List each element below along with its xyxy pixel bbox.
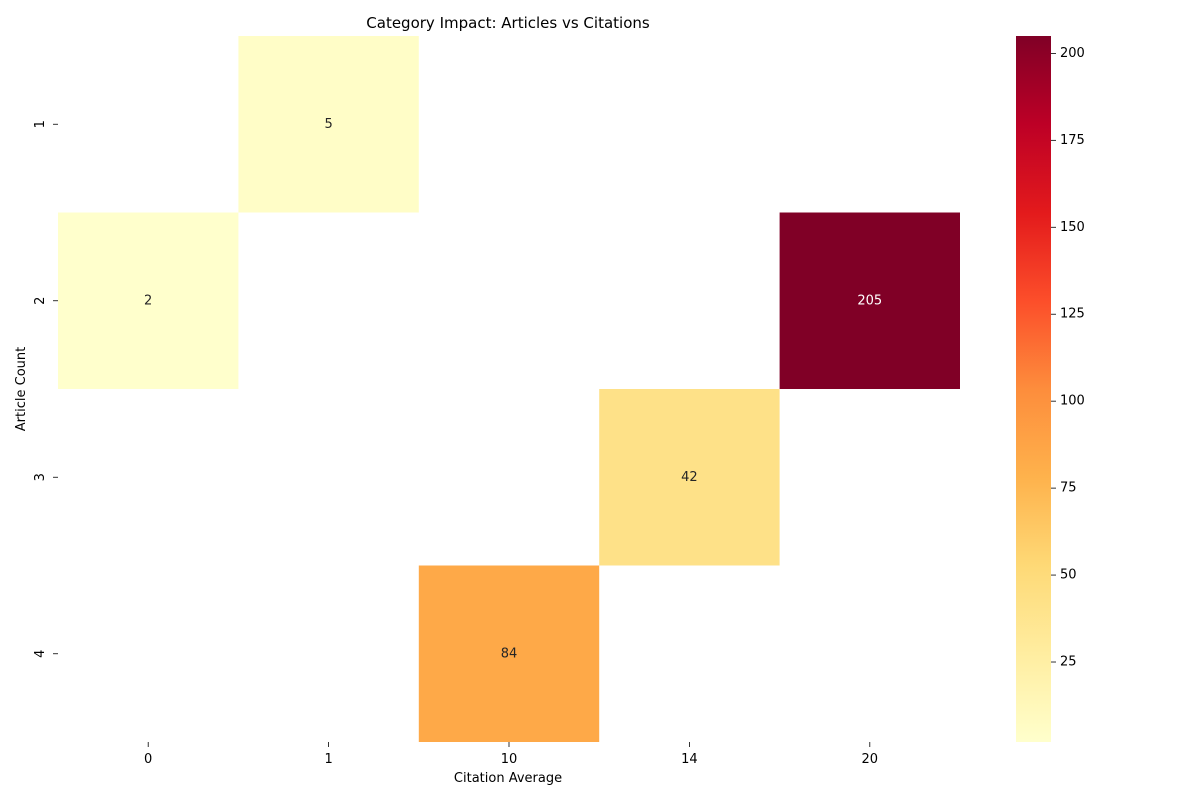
colorbar-ticks: 25 50 75 100 125 150 175 200 [1051, 46, 1085, 670]
heatmap-cell [418, 565, 600, 742]
heatmap-cell [599, 389, 780, 566]
cell-value-label: 84 [501, 646, 518, 661]
heatmap-cell-labels: 5 2 205 42 84 [144, 117, 882, 662]
x-tick-label: 10 [501, 752, 518, 767]
cell-value-label: 42 [681, 470, 698, 485]
colorbar-tick-label: 200 [1060, 46, 1085, 61]
x-tick-label: 1 [324, 752, 332, 767]
y-tick-label: 4 [33, 650, 48, 658]
x-axis-label: Citation Average [454, 771, 562, 786]
colorbar-tick-label: 75 [1060, 481, 1077, 496]
x-tick-label: 0 [144, 752, 152, 767]
y-tick-label: 2 [33, 297, 48, 305]
x-axis: 0 1 10 14 20 [144, 742, 878, 767]
colorbar [1016, 36, 1051, 742]
y-tick-label: 1 [33, 120, 48, 128]
colorbar-tick-label: 150 [1060, 220, 1085, 235]
x-tick-label: 14 [681, 752, 698, 767]
chart-title: Category Impact: Articles vs Citations [366, 14, 650, 32]
heatmap-cell [238, 36, 419, 213]
colorbar-tick-label: 50 [1060, 568, 1077, 583]
colorbar-tick-label: 100 [1060, 394, 1085, 409]
colorbar-tick-label: 175 [1060, 133, 1085, 148]
colorbar-tick-label: 125 [1060, 307, 1085, 322]
y-axis-label: Article Count [14, 347, 29, 431]
cell-value-label: 205 [857, 293, 882, 308]
cell-value-label: 5 [324, 117, 332, 132]
heatmap-cell [779, 212, 960, 389]
heatmap-cells [58, 36, 960, 742]
y-tick-label: 3 [33, 473, 48, 481]
heatmap-cell [58, 212, 239, 389]
cell-value-label: 2 [144, 293, 152, 308]
y-axis: 1 2 3 4 [33, 120, 58, 658]
colorbar-tick-label: 25 [1060, 655, 1077, 670]
x-tick-label: 20 [862, 752, 879, 767]
